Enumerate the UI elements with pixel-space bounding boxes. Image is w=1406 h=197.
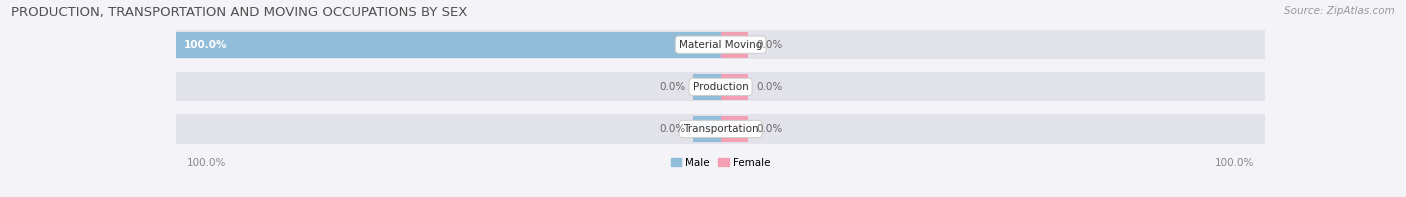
- Text: 0.0%: 0.0%: [756, 82, 782, 92]
- Text: Transportation: Transportation: [683, 124, 758, 134]
- Bar: [176, 30, 1265, 59]
- Text: 0.0%: 0.0%: [756, 124, 782, 134]
- Text: 100.0%: 100.0%: [184, 40, 228, 50]
- Bar: [176, 72, 1265, 101]
- Text: 100.0%: 100.0%: [1215, 158, 1254, 168]
- Bar: [176, 114, 1265, 144]
- Bar: [693, 74, 721, 100]
- Text: Source: ZipAtlas.com: Source: ZipAtlas.com: [1284, 6, 1395, 16]
- Text: Production: Production: [693, 82, 748, 92]
- Text: PRODUCTION, TRANSPORTATION AND MOVING OCCUPATIONS BY SEX: PRODUCTION, TRANSPORTATION AND MOVING OC…: [11, 6, 468, 19]
- Bar: [721, 74, 748, 100]
- Text: 0.0%: 0.0%: [756, 40, 782, 50]
- Bar: [721, 116, 748, 142]
- Bar: [721, 32, 748, 58]
- Text: 100.0%: 100.0%: [187, 158, 226, 168]
- Legend: Male, Female: Male, Female: [671, 158, 770, 168]
- Bar: [176, 32, 721, 58]
- Bar: [693, 116, 721, 142]
- Text: 0.0%: 0.0%: [659, 82, 685, 92]
- Text: 0.0%: 0.0%: [659, 124, 685, 134]
- Text: Material Moving: Material Moving: [679, 40, 762, 50]
